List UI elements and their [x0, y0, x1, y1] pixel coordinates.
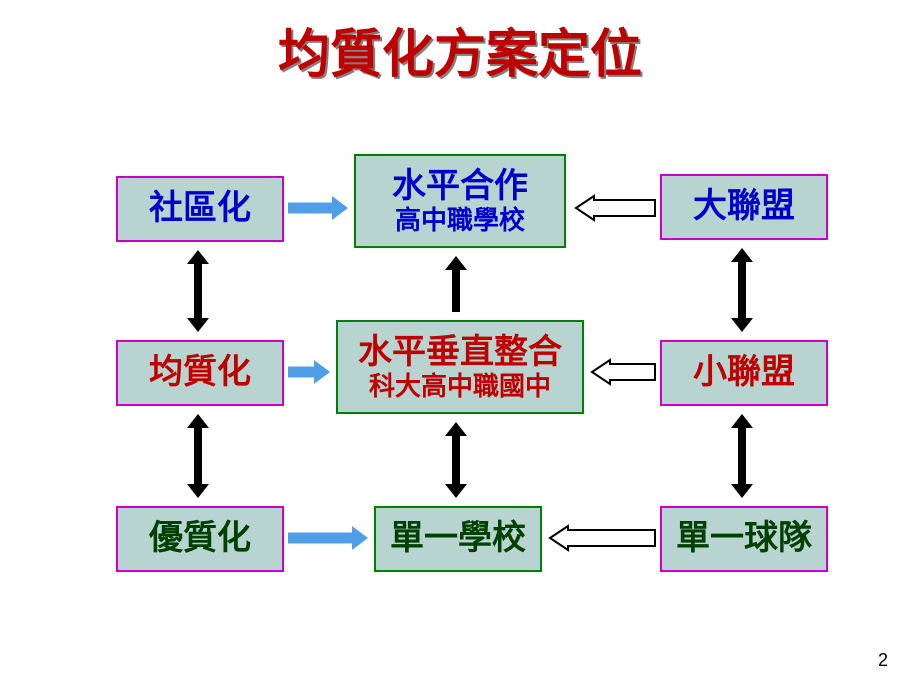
box-a1: 社區化 [116, 176, 284, 242]
box-a3: 大聯盟 [660, 174, 828, 240]
title-text: 均質化方案定位 [278, 27, 642, 84]
box-b3-line1: 小聯盟 [693, 353, 795, 392]
page-title: 均質化方案定位 [0, 12, 920, 87]
box-b3: 小聯盟 [660, 340, 828, 406]
box-b2-line1: 水平垂直整合 [358, 333, 562, 372]
box-b2: 水平垂直整合科大高中職國中 [336, 320, 584, 414]
box-a2: 水平合作高中職學校 [354, 154, 566, 248]
box-c2: 單一學校 [374, 506, 542, 572]
box-c1: 優質化 [116, 506, 284, 572]
box-a1-line1: 社區化 [149, 189, 251, 228]
box-c1-line1: 優質化 [149, 519, 251, 558]
box-b1: 均質化 [116, 340, 284, 406]
box-c3: 單一球隊 [660, 506, 828, 572]
box-b2-line2: 科大高中職國中 [369, 372, 551, 402]
diagram-stage: 均質化方案定位 2 社區化 水平合作高中職學校 大聯盟均質化 水平垂直整合科大高中職國… [0, 0, 920, 690]
box-b1-line1: 均質化 [149, 353, 251, 392]
page-number: 2 [878, 650, 888, 671]
box-a2-line2: 高中職學校 [395, 206, 525, 236]
box-c2-line1: 單一學校 [390, 519, 526, 558]
box-a3-line1: 大聯盟 [693, 187, 795, 226]
box-c3-line1: 單一球隊 [676, 519, 812, 558]
box-a2-line1: 水平合作 [392, 167, 528, 206]
